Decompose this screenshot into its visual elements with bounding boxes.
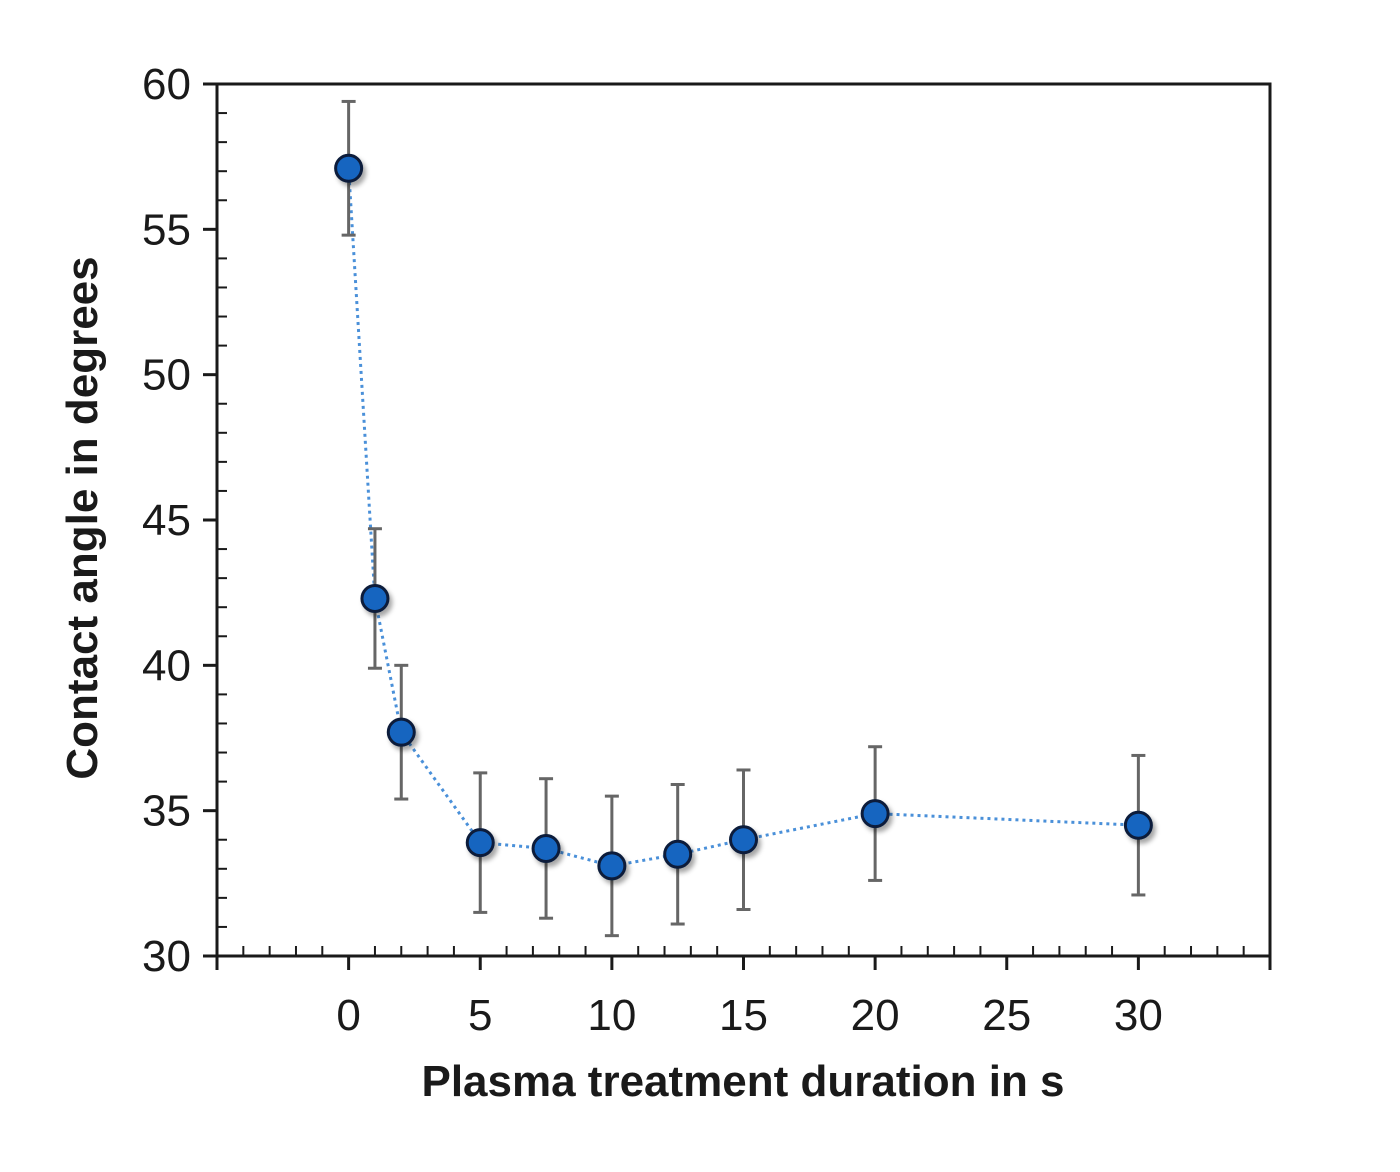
y-axis-title: Contact angle in degrees	[58, 256, 107, 779]
x-tick-label: 5	[468, 991, 492, 1040]
x-tick-label: 15	[719, 991, 768, 1040]
series-line	[347, 168, 1139, 868]
data-point	[360, 583, 390, 613]
x-tick-label: 0	[336, 991, 360, 1040]
minor-ticks	[217, 112, 1245, 956]
y-tick-label: 45	[142, 496, 191, 545]
data-point	[531, 833, 561, 863]
x-tick-label: 30	[1114, 991, 1163, 1040]
x-tick-label: 20	[851, 991, 900, 1040]
data-point	[386, 717, 416, 747]
data-point	[729, 825, 758, 855]
y-tick-label: 40	[142, 641, 191, 690]
x-tick-label: 10	[587, 991, 636, 1040]
y-tick-label: 55	[142, 205, 191, 254]
data-point	[860, 799, 890, 829]
y-tick-label: 50	[142, 351, 191, 400]
data-point	[597, 851, 627, 881]
y-tick-label: 35	[142, 787, 191, 836]
y-tick-label: 30	[142, 932, 191, 981]
data-point	[465, 828, 495, 858]
major-ticks	[203, 82, 1272, 970]
tick-labels: 30 35 40 45 50 55 60 0 5 10 15 20 25 30	[142, 60, 1163, 1040]
series-dotted-line	[347, 168, 1139, 868]
data-point	[663, 839, 693, 869]
data-point	[334, 153, 364, 183]
x-axis-title: Plasma treatment duration in s	[421, 1057, 1064, 1106]
data-point	[1123, 810, 1153, 840]
data-points	[334, 153, 1153, 881]
y-tick-label: 60	[142, 60, 191, 109]
x-tick-label: 25	[982, 991, 1031, 1040]
